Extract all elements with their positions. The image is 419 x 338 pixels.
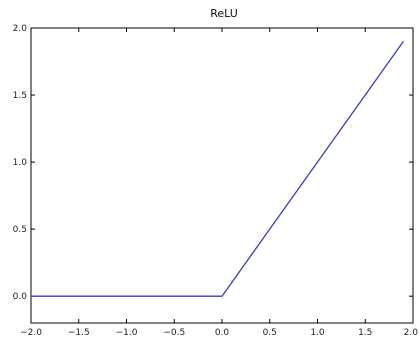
axes-frame [30, 27, 414, 324]
y-axis: 0.0 0.5 1.0 1.5 2.0 [13, 24, 413, 302]
x-tick-label: −1.5 [68, 328, 90, 338]
y-tick-label: 0.0 [13, 292, 28, 302]
y-tick-label: 1.0 [13, 158, 28, 168]
y-tick-label: 1.5 [13, 91, 27, 101]
x-tick-label: 1.5 [358, 328, 372, 338]
chart-title: ReLU [210, 7, 238, 20]
x-axis: −2.0 −1.5 −1.0 −0.5 0.0 0.5 1.0 1.5 2.0 [20, 28, 418, 338]
x-tick-label: 1.0 [310, 328, 325, 338]
x-tick-label: −2.0 [20, 328, 42, 338]
x-tick-label: 0.5 [263, 328, 277, 338]
series-layer [31, 41, 404, 297]
x-tick-label: −1.0 [116, 328, 138, 338]
x-tick-label: 0.0 [215, 328, 230, 338]
y-tick-label: 0.5 [13, 225, 27, 235]
relu-series-line [31, 41, 404, 297]
y-tick-label: 2.0 [13, 24, 28, 34]
x-tick-label: −0.5 [163, 328, 185, 338]
x-tick-label: 2.0 [404, 328, 419, 338]
plot-area: 0.0 0.5 1.0 1.5 2.0 −2.0 −1.5 −1.0 −0.5 0.0 0.5 1.… [13, 24, 419, 338]
